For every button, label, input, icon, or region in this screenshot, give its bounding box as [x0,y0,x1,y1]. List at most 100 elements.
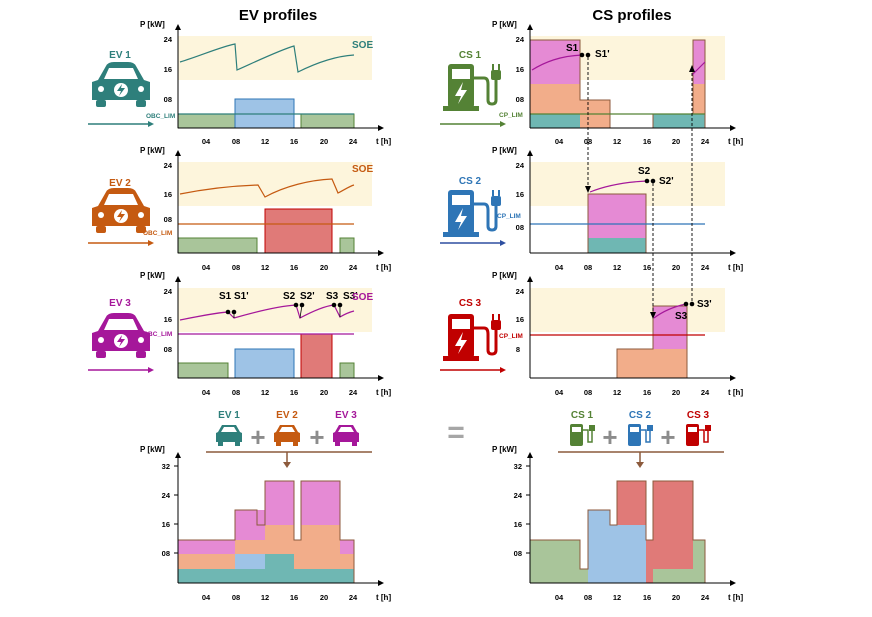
ev2-panel: P [kW] t [h] 24 16 08 04 08 12 16 20 24 … [88,146,391,272]
soe-label: SOE [352,292,373,303]
x-tick: 16 [643,593,651,602]
x-tick: 12 [613,263,621,272]
point-label: S1' [234,291,249,302]
power-block [588,194,646,209]
power-block [234,348,295,379]
y-tick: 24 [514,491,523,500]
y-axis-arrow-icon [527,276,533,282]
ev1-panel: P [kW] t [h] 24 16 08 04 08 12 16 20 24 … [88,20,391,146]
point-label: S3 [675,311,688,322]
power-block [300,333,333,379]
x-axis-arrow-icon [730,125,736,131]
y-unit: P [kW] [492,20,517,29]
obc-limit-label: OBC_LIM [143,230,172,237]
x-tick: 04 [555,388,564,397]
arrow-right-icon [500,367,506,373]
y-unit: P [kW] [140,271,165,280]
x-tick: 24 [349,593,358,602]
car-icon [274,425,300,446]
plus-icon: + [602,422,617,452]
obc-limit-label: OBC_LIM [146,113,175,120]
sum-label-ev1: EV 1 [218,410,240,421]
car-icon [333,425,359,446]
y-tick: 16 [516,190,524,199]
y-tick: 24 [164,161,173,170]
cs-sum-header: CS 1 CS 2 CS 3 + + [558,410,724,468]
power-block [177,113,236,129]
power-block [339,362,355,379]
power-block [177,362,229,379]
point-label: S1 [219,291,232,302]
power-outline [616,305,688,378]
x-unit: t [h] [376,263,391,272]
x-tick: 12 [613,388,621,397]
power-block [617,349,653,378]
ev2-label: EV 2 [109,178,131,189]
arrow-right-icon [148,240,154,246]
y-tick: 24 [516,287,525,296]
x-axis-arrow-icon [730,375,736,381]
y-tick: 08 [164,345,172,354]
y-axis-arrow-icon [175,150,181,156]
x-tick: 16 [643,388,651,397]
x-tick: 24 [701,263,710,272]
soe-curve [179,178,355,198]
x-tick: 12 [613,593,621,602]
x-tick: 04 [555,263,564,272]
arrow-up-icon [689,65,695,72]
point-label: S2' [300,291,315,302]
y-axis-arrow-icon [527,24,533,30]
x-tick: 20 [320,137,328,146]
power-block [653,306,687,349]
soe-curve [531,54,706,76]
x-unit: t [h] [728,263,743,272]
x-tick: 20 [672,137,680,146]
soe-curve [589,180,648,193]
point-label: S2' [659,176,674,187]
x-tick: 16 [643,263,651,272]
x-tick: 04 [202,388,211,397]
arrow-down-icon [283,462,291,468]
x-unit: t [h] [728,388,743,397]
power-block [530,40,580,84]
x-tick: 16 [290,593,298,602]
x-unit: t [h] [376,593,391,602]
power-block [177,237,258,254]
y-tick: 08 [514,549,522,558]
arrow-down-icon [650,312,656,319]
soe-band [530,288,725,332]
y-tick: 24 [162,491,171,500]
y-tick: 08 [164,215,172,224]
x-tick: 16 [643,137,651,146]
y-unit: P [kW] [140,146,165,155]
point-label: S3' [343,291,358,302]
power-block [530,84,580,114]
cs1-panel: S1 S1' P [kW] t [h] 24 16 08 04 08 12 16… [440,20,743,146]
equals-icon: = [447,416,465,449]
y-tick: 32 [514,462,522,471]
power-block [588,238,646,253]
sum-label-ev3: EV 3 [335,410,357,421]
car-icon [92,188,150,233]
power-block [653,349,687,378]
x-unit: t [h] [728,593,743,602]
x-tick: 08 [232,263,240,272]
y-tick: 8 [516,345,520,354]
point-label: S2 [283,291,296,302]
point-label: S2 [638,166,651,177]
obc-limit-label: OBC_LIM [143,331,172,338]
x-axis-arrow-icon [730,580,736,586]
x-tick: 04 [202,137,211,146]
cs2-label: CS 2 [459,176,482,187]
x-tick: 08 [232,593,240,602]
soe-band [178,36,372,80]
x-tick: 08 [584,388,592,397]
power-block [653,114,693,128]
charging-station-icon [443,314,501,361]
ev3-panel: S1 S1' S2 S2' S3 S3' P [kW] t [h] 24 16 … [88,271,391,397]
x-unit: t [h] [376,137,391,146]
soe-curve [179,43,355,73]
x-tick: 12 [261,388,269,397]
power-block [339,237,355,254]
x-tick: 04 [555,593,564,602]
